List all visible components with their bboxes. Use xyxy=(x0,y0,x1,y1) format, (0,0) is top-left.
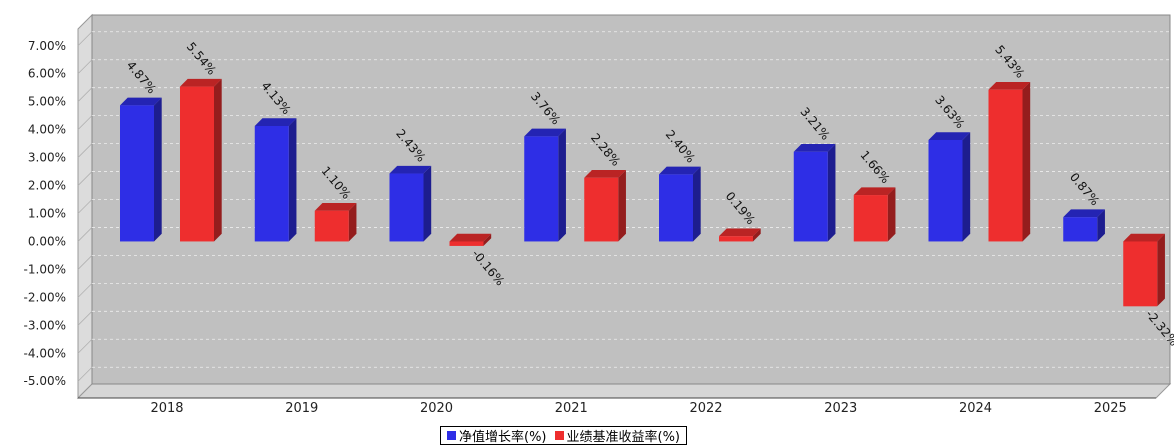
bar-top xyxy=(449,233,492,242)
bar-top xyxy=(389,165,432,174)
bar xyxy=(120,105,154,242)
legend-item-nav-growth: 净值增长率(%) xyxy=(447,426,547,445)
y-tick-label: -2.00% xyxy=(24,290,66,304)
y-tick-label: 0.00% xyxy=(28,234,66,248)
bar-side xyxy=(558,128,566,242)
gridline-wall xyxy=(77,311,93,326)
gridline-wall xyxy=(77,255,93,270)
gridline-wall xyxy=(77,199,93,214)
bar-top xyxy=(254,118,297,127)
bar-top xyxy=(793,144,836,152)
bar-side xyxy=(423,165,432,242)
chart-legend: 净值增长率(%) 业绩基准收益率(%) xyxy=(440,426,687,445)
bar-side xyxy=(348,203,357,242)
bar xyxy=(389,173,424,242)
bar xyxy=(314,210,349,242)
x-tick-label: 2025 xyxy=(1094,401,1127,416)
bar-side xyxy=(1157,233,1165,307)
gridline-wall xyxy=(77,87,93,102)
y-tick-label: -4.00% xyxy=(24,346,66,360)
bar-top xyxy=(120,97,162,106)
bar xyxy=(1063,217,1098,242)
bar xyxy=(659,174,693,242)
bar-top xyxy=(988,81,1031,90)
chart-floor xyxy=(76,383,1172,399)
bar xyxy=(524,136,559,242)
bar-top xyxy=(928,132,971,140)
bar-top xyxy=(853,187,896,196)
bar-side xyxy=(154,97,162,242)
bar-side xyxy=(887,187,896,242)
bar-top xyxy=(719,228,761,237)
bar-top xyxy=(1123,233,1165,242)
bar-side xyxy=(1097,209,1105,242)
bar-side xyxy=(753,228,761,242)
bar-side xyxy=(214,78,222,242)
y-tick-label: 6.00% xyxy=(28,67,66,81)
bar xyxy=(793,151,828,242)
x-tick-label: 2022 xyxy=(689,401,722,416)
legend-swatch-red xyxy=(554,431,564,440)
x-tick-label: 2023 xyxy=(824,401,857,416)
bar-top xyxy=(314,203,357,211)
legend-label-benchmark: 业绩基准收益率(%) xyxy=(566,430,681,445)
bar xyxy=(449,241,484,246)
y-tick-label: 7.00% xyxy=(28,39,66,53)
bar-top xyxy=(1063,209,1105,218)
bar-top xyxy=(659,166,701,175)
gridline-wall xyxy=(77,59,93,75)
bar-side xyxy=(288,118,297,242)
bar xyxy=(719,236,753,242)
bar xyxy=(584,177,619,242)
bar-side xyxy=(1022,81,1031,242)
bar xyxy=(254,126,289,242)
bar xyxy=(1123,241,1158,307)
legend-item-benchmark: 业绩基准收益率(%) xyxy=(554,426,681,445)
bar-side xyxy=(693,166,701,242)
bar xyxy=(180,86,214,242)
bar-side xyxy=(962,132,971,242)
gridline-wall xyxy=(77,338,93,354)
gridline-wall xyxy=(77,115,93,130)
x-tick-label: 2018 xyxy=(150,401,183,416)
bar xyxy=(988,89,1023,242)
gridline-wall xyxy=(77,143,93,158)
legend-swatch-blue xyxy=(447,431,456,440)
gridline-wall xyxy=(77,31,93,47)
x-tick-label: 2019 xyxy=(285,401,318,416)
gridline-wall xyxy=(77,366,93,382)
gridline-wall xyxy=(77,171,93,186)
y-tick-label: -5.00% xyxy=(24,374,66,388)
y-tick-label: -3.00% xyxy=(24,318,66,332)
bar-top xyxy=(180,78,222,87)
y-tick-label: 1.00% xyxy=(28,207,66,221)
legend-label-nav-growth: 净值增长率(%) xyxy=(459,430,547,445)
x-tick-label: 2020 xyxy=(420,401,453,416)
y-tick-label: 4.00% xyxy=(28,123,66,137)
bar-side xyxy=(483,233,492,246)
y-tick-label: 5.00% xyxy=(28,95,66,109)
x-tick-label: 2021 xyxy=(555,401,588,416)
bar-side xyxy=(618,170,626,242)
bar xyxy=(853,195,888,242)
bar-top xyxy=(524,128,566,137)
y-tick-label: 2.00% xyxy=(28,179,66,193)
bar-chart: 7.00% 6.00% 5.00% 4.00% 3.00% 2.00% 1.00% 0.00%… xyxy=(24,13,1174,416)
gridline-wall xyxy=(77,227,93,242)
bar-side xyxy=(827,144,836,242)
x-tick-label: 2024 xyxy=(959,401,992,416)
y-tick-label: -1.00% xyxy=(24,262,66,276)
bar-top xyxy=(584,170,626,178)
gridline-wall xyxy=(77,283,93,298)
bar xyxy=(928,139,963,242)
y-tick-label: 3.00% xyxy=(28,151,66,165)
